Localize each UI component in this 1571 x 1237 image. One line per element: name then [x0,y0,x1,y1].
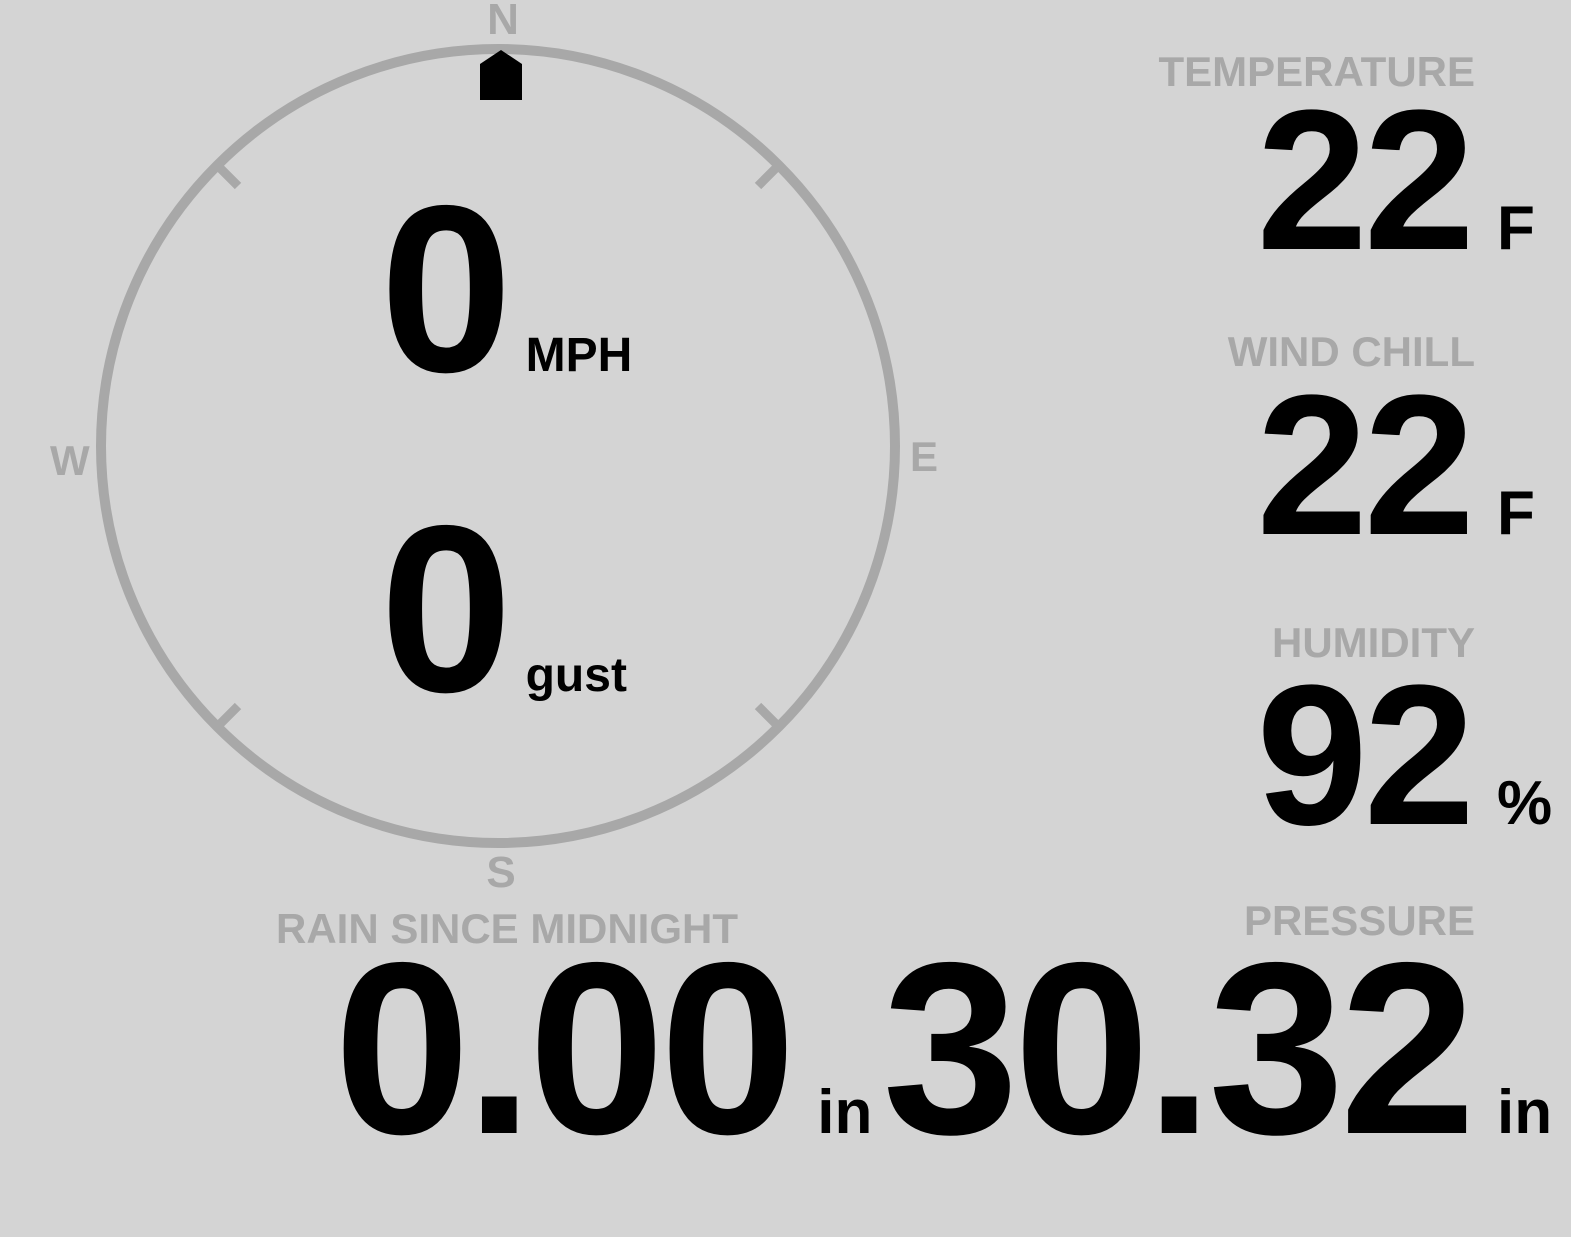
temperature-reading: 22 F [1257,81,1559,281]
pressure-reading: 30.32 in [882,926,1559,1171]
temperature-tile: TEMPERATURE 22 F [799,51,1559,371]
compass-label-south: S [486,848,516,897]
pressure-tile: PRESSURE 30.32 in [799,900,1559,1220]
compass-graphic [96,44,900,848]
pressure-label: PRESSURE [1243,897,1475,944]
compass-tick-sw [211,702,242,733]
wind-chill-value: 22 [1256,354,1475,577]
humidity-unit: % [1497,769,1553,838]
wind-chill-reading: 22 F [1257,366,1559,566]
rain-since-midnight-unit: in [817,1078,873,1147]
humidity-label: HUMIDITY [1272,619,1475,666]
pressure-value: 30.32 [882,911,1476,1185]
compass-tick-ne [754,159,785,190]
pressure-unit: in [1497,1078,1553,1147]
wind-speed-reading: 0 MPH [380,171,632,409]
temperature-label: TEMPERATURE [1158,48,1475,95]
wind-speed-value: 0 [380,157,512,422]
compass-label-west: W [50,437,90,484]
compass-tick-nw [211,159,242,190]
humidity-tile: HUMIDITY 92 % [799,622,1559,942]
wind-gust-value: 0 [380,477,512,742]
wind-chill-unit: F [1497,479,1535,548]
compass-ring [96,44,900,848]
rain-since-midnight-reading: 0.00 in [334,926,872,1171]
humidity-value: 92 [1256,644,1475,867]
rain-since-midnight-value: 0.00 [334,911,796,1185]
wind-chill-label: WIND CHILL [1227,328,1475,375]
temperature-value: 22 [1256,69,1475,292]
wind-gust-reading: 0 gust [380,491,627,729]
compass-tick-se [754,702,785,733]
temperature-unit: F [1497,194,1535,263]
humidity-reading: 92 % [1257,656,1559,856]
wind-chill-tile: WIND CHILL 22 F [799,331,1559,651]
wind-gust-unit: gust [525,649,627,702]
wind-direction-marker [480,50,522,100]
wind-speed-unit: MPH [525,329,633,382]
wind-compass: N E S W 0 MPH 0 gust [0,0,1000,910]
compass-label-east: E [910,433,939,480]
compass-label-north: N [487,0,519,44]
rain-since-midnight-label: RAIN SINCE MIDNIGHT [276,905,738,952]
